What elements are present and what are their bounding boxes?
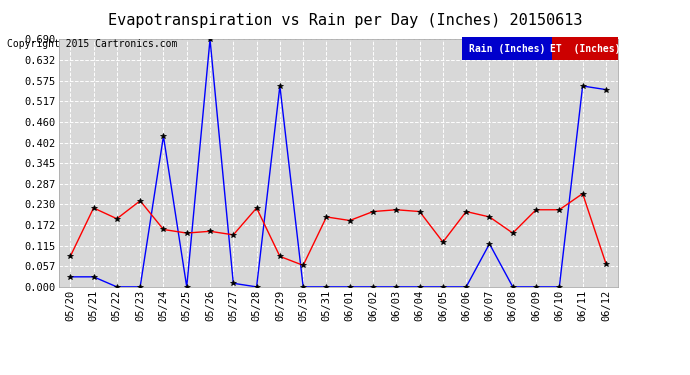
- Text: Rain (Inches): Rain (Inches): [469, 44, 545, 54]
- Text: Evapotranspiration vs Rain per Day (Inches) 20150613: Evapotranspiration vs Rain per Day (Inch…: [108, 13, 582, 28]
- Text: Copyright 2015 Cartronics.com: Copyright 2015 Cartronics.com: [7, 39, 177, 50]
- Text: ET  (Inches): ET (Inches): [549, 44, 620, 54]
